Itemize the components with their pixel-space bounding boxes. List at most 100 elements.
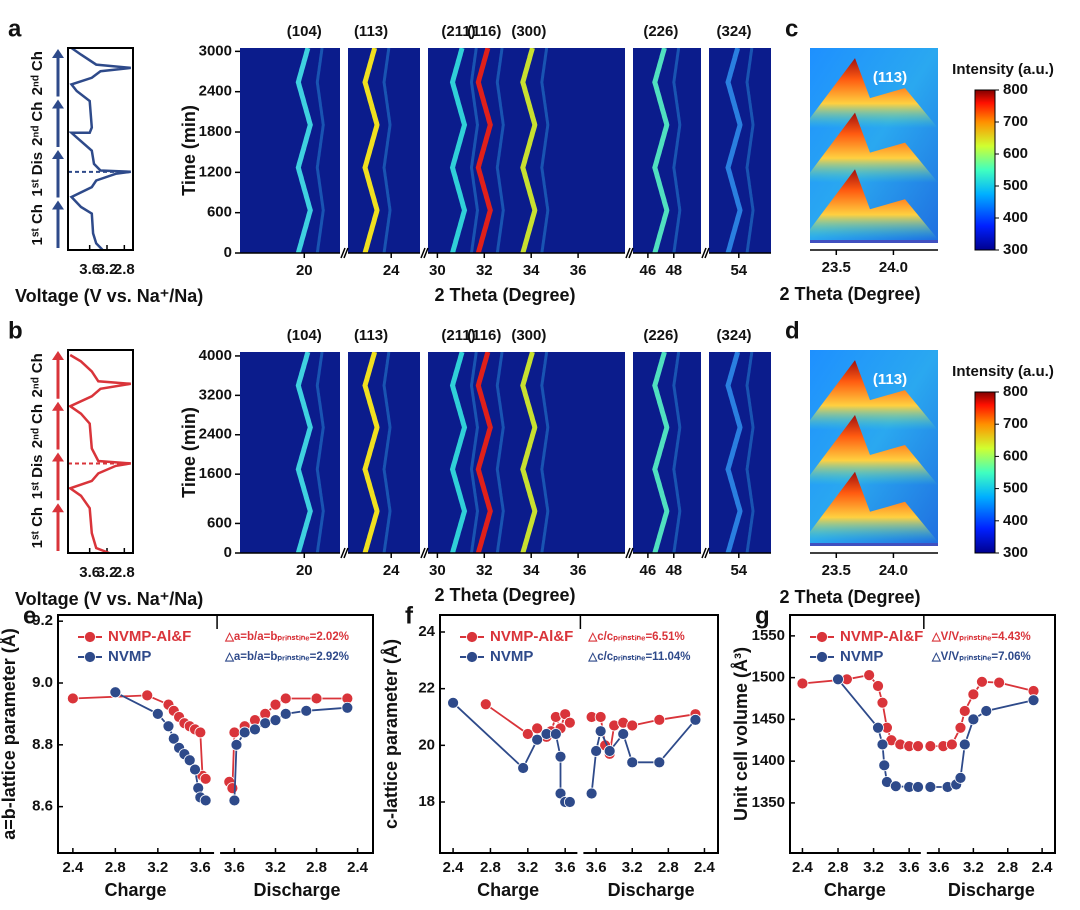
data-point xyxy=(626,719,639,732)
data-point xyxy=(653,713,666,726)
x-tick-label: 24.0 xyxy=(879,562,908,579)
legend-marker xyxy=(816,651,828,663)
peak-traces xyxy=(449,352,550,553)
colorbar-tick-label: 400 xyxy=(1003,209,1028,226)
x-tick-label: 36 xyxy=(570,262,587,279)
step-label: 2ⁿᵈ Ch xyxy=(29,102,46,146)
x-tick-label: 23.5 xyxy=(822,259,851,276)
plot-frame xyxy=(67,349,134,554)
x-axis-label: Discharge xyxy=(254,880,341,900)
peak-label: (324) xyxy=(717,23,752,40)
x-tick-label: 3.2 xyxy=(147,859,168,876)
step-arrowhead xyxy=(52,351,64,360)
x-tick-label: 24.0 xyxy=(879,259,908,276)
series-line xyxy=(114,691,207,802)
x-tick-label: 24 xyxy=(383,262,400,279)
surface-base xyxy=(810,240,938,243)
surface-base xyxy=(810,543,938,546)
step-label: 1ˢᵗ Ch xyxy=(29,507,46,548)
data-point xyxy=(531,733,544,746)
x-tick-label: 54 xyxy=(730,562,747,579)
peak-label: (211) xyxy=(441,327,475,344)
heatmap-segment xyxy=(709,48,771,253)
side-trace xyxy=(672,352,682,553)
x-tick-label: 3.2 xyxy=(97,261,118,278)
voltage-curve xyxy=(68,46,131,251)
data-point xyxy=(585,787,598,800)
side-trace xyxy=(745,352,755,553)
x-tick-label: 3.2 xyxy=(622,859,643,876)
data-point xyxy=(310,692,323,705)
data-point xyxy=(300,704,313,717)
x-tick-label: 3.6 xyxy=(929,859,950,876)
data-point xyxy=(876,696,889,709)
legend-label: NVMP xyxy=(490,648,533,665)
axis-break xyxy=(420,547,426,559)
y-tick-label: 24 xyxy=(418,623,435,640)
peak-trace xyxy=(449,48,468,253)
x-tick-label: 20 xyxy=(296,262,313,279)
y-tick-label: 1500 xyxy=(752,669,785,686)
y-tick-label: 2400 xyxy=(199,83,232,100)
legend-label: NVMP xyxy=(840,648,883,665)
x-tick-label: 2.8 xyxy=(105,859,126,876)
x-tick-label: 2.8 xyxy=(480,859,501,876)
legend-marker xyxy=(84,631,96,643)
peak-label: (116) xyxy=(467,23,501,40)
data-point xyxy=(194,726,207,739)
data-point xyxy=(167,732,180,745)
x-tick-label: 46 xyxy=(640,562,657,579)
peak-label: (300) xyxy=(511,23,546,40)
peak-label: (104) xyxy=(287,327,322,344)
heatmap-segment xyxy=(240,48,340,253)
data-point xyxy=(279,692,292,705)
side-trace xyxy=(745,48,755,253)
peak-traces xyxy=(725,48,755,253)
peak-trace xyxy=(725,48,743,253)
x-tick-label: 2.8 xyxy=(114,261,135,278)
x-tick-label: 2.4 xyxy=(792,859,814,876)
x-tick-label: 32 xyxy=(476,262,493,279)
y-tick-label: 1200 xyxy=(199,163,232,180)
peak-traces xyxy=(362,48,392,253)
data-point xyxy=(967,688,980,701)
series-line xyxy=(228,697,348,789)
data-point xyxy=(447,696,459,709)
x-tick-label: 3.2 xyxy=(265,859,286,876)
surface-ridge xyxy=(810,58,938,129)
step-arrowhead xyxy=(52,503,64,513)
data-point xyxy=(945,738,958,751)
peak-traces xyxy=(295,352,325,553)
step-arrowhead xyxy=(52,401,64,411)
data-point xyxy=(594,725,607,738)
panel-label: f xyxy=(405,602,414,629)
x-tick-label: 3.2 xyxy=(963,859,984,876)
data-point xyxy=(653,756,666,769)
side-trace xyxy=(315,48,325,253)
data-point xyxy=(521,728,534,740)
data-point xyxy=(269,698,282,711)
x-axis-label: Discharge xyxy=(608,880,695,900)
side-trace xyxy=(469,352,480,553)
surface-ridge xyxy=(810,471,938,542)
axis-break xyxy=(625,247,631,259)
peak-label: (324) xyxy=(717,327,752,344)
x-axis-label: 2 Theta (Degree) xyxy=(434,585,575,605)
data-point xyxy=(876,738,889,751)
peak-trace xyxy=(652,352,670,553)
y-tick-label: 1350 xyxy=(752,794,785,811)
x-tick-label: 36 xyxy=(570,562,587,579)
peak-trace xyxy=(295,352,313,553)
y-tick-label: 1550 xyxy=(752,627,785,644)
peak-label: (116) xyxy=(467,327,501,344)
peak-trace xyxy=(295,48,313,253)
y-tick-label: 8.8 xyxy=(32,736,53,753)
y-axis-label: c-lattice parameter (Å) xyxy=(381,639,401,829)
data-point xyxy=(563,796,576,808)
y-tick-label: 9.2 xyxy=(32,612,53,629)
data-point xyxy=(230,738,243,751)
y-tick-label: 0 xyxy=(224,544,232,561)
colorbar-tick-label: 700 xyxy=(1003,415,1028,432)
legend-marker xyxy=(84,651,96,663)
